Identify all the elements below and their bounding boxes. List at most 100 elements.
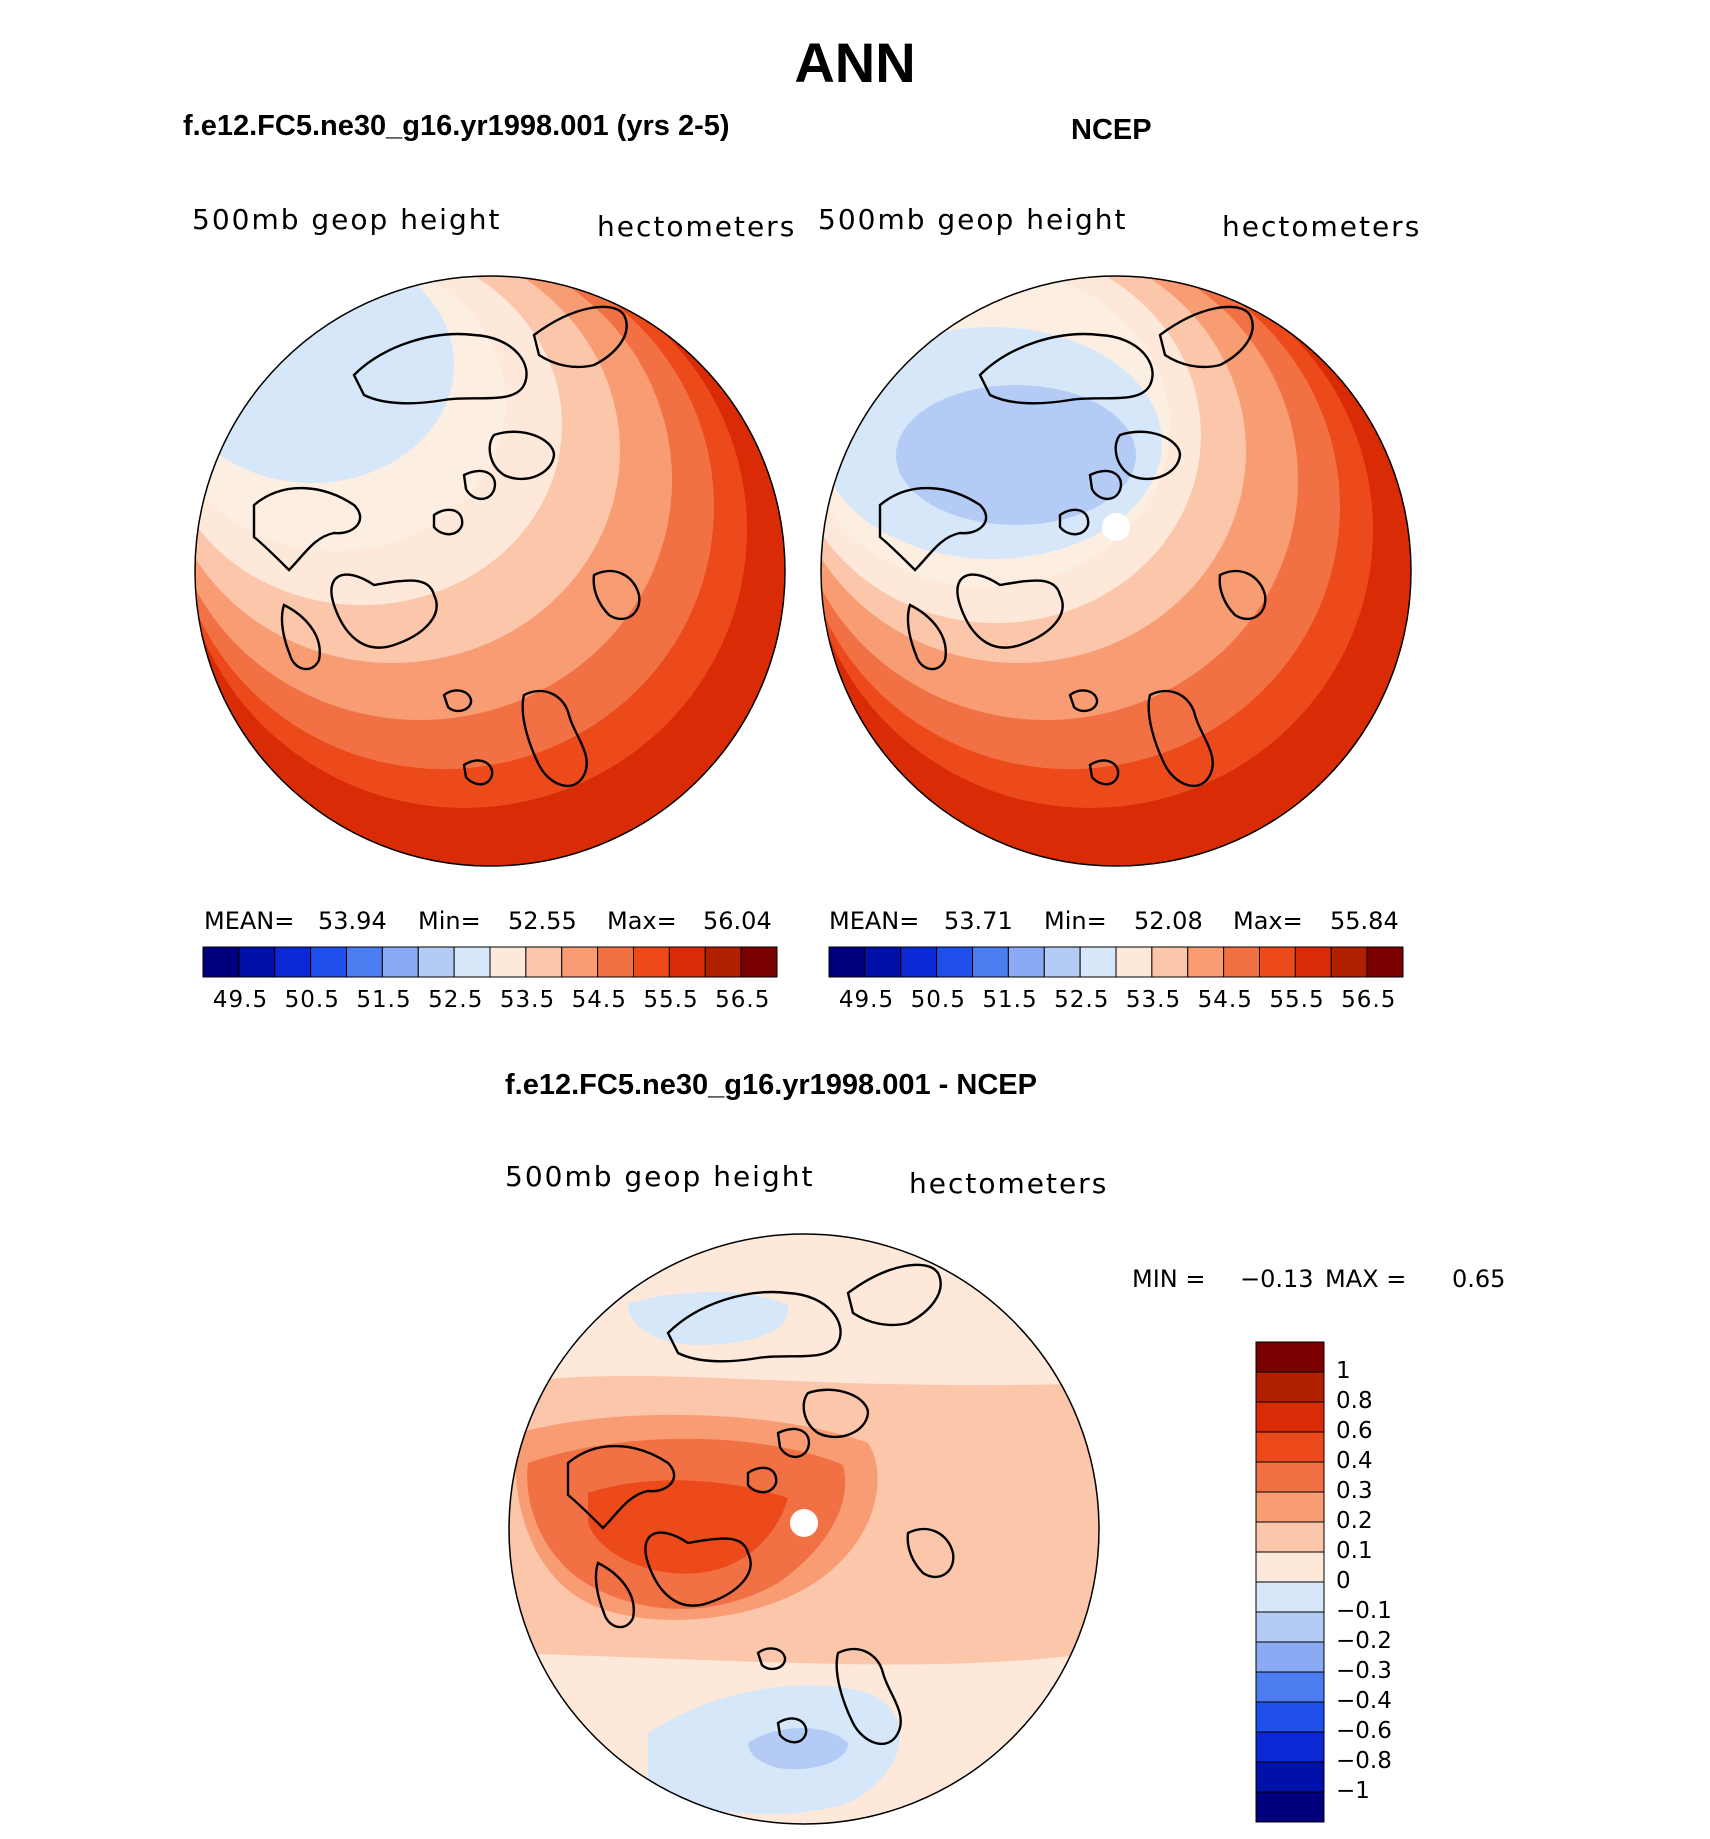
panel2-map-border <box>820 275 1412 867</box>
cbar1-swatch-12 <box>633 946 670 978</box>
cbar2-tick-label: 54.5 <box>1197 987 1253 1013</box>
cbar1-tick-label: 56.5 <box>715 987 771 1013</box>
cbar1-tick-label: 51.5 <box>356 987 412 1013</box>
cbar3-label: 0 <box>1336 1568 1351 1594</box>
panel1-coastline-6 <box>352 332 528 405</box>
cbar1-swatch-15 <box>740 946 778 978</box>
panel3-right-string: hectometers <box>909 1167 1109 1200</box>
panel1-colorbar <box>202 946 778 978</box>
panel3-coastline-0 <box>644 1531 752 1607</box>
cbar1-swatch-14 <box>704 946 742 978</box>
cbar1-swatch-6 <box>417 946 455 978</box>
cbar1-tick-label: 54.5 <box>571 987 627 1013</box>
cbar2-tick-label: 52.5 <box>1054 987 1110 1013</box>
panel3-band-0-6 <box>588 1480 788 1574</box>
cbar2-swatch-3 <box>936 946 973 978</box>
cbar2-swatch-10 <box>1187 946 1225 978</box>
panel3-coastline-2 <box>776 1427 811 1459</box>
cbar3-label: −0.3 <box>1336 1658 1392 1684</box>
panel3-map-border <box>508 1233 1100 1825</box>
cbar3-label: 1 <box>1336 1358 1351 1384</box>
panel2-contour-band-8 <box>896 385 1136 525</box>
panel1-coastline-2 <box>462 469 497 501</box>
cbar1-tick-label: 55.5 <box>643 987 699 1013</box>
panel2-mean-label: MEAN= <box>829 907 920 935</box>
panel3-max-value: 0.65 <box>1452 1265 1506 1293</box>
cbar2-tick-label: 51.5 <box>982 987 1038 1013</box>
panel2-mean-value: 53.71 <box>944 907 1013 935</box>
panel1-coastline-7 <box>532 305 628 369</box>
cbar2-swatch-4 <box>972 946 1009 978</box>
panel1-title: f.e12.FC5.ne30_g16.yr1998.001 (yrs 2-5) <box>183 110 730 142</box>
panel1-map-border <box>194 275 786 867</box>
cbar2-tick-label: 49.5 <box>838 987 895 1013</box>
panel2-coastline-1 <box>1058 508 1090 536</box>
panel2-coastline-3 <box>1114 430 1182 481</box>
cbar1-swatch-9 <box>525 946 563 978</box>
cbar1-swatch-1 <box>238 946 276 978</box>
cbar2-swatch-13 <box>1294 946 1332 978</box>
panel1-coastline-4 <box>252 486 362 572</box>
panel3-colorbar <box>1255 1341 1325 1823</box>
cbar3-swatch-1 <box>1255 1371 1325 1403</box>
panel2-max-label: Max= <box>1233 907 1303 935</box>
panel1-coastline-8 <box>592 569 641 621</box>
cbar2-swatch-6 <box>1043 946 1081 978</box>
cbar1-swatch-0 <box>202 946 240 978</box>
panel1-right-string: hectometers <box>597 210 797 243</box>
panel1-coastline-9 <box>521 689 588 787</box>
panel2-min-label: Min= <box>1044 907 1107 935</box>
panel3-coastline-9 <box>835 1647 902 1745</box>
panel3-coastline-8 <box>906 1527 955 1579</box>
cbar3-label: −1 <box>1336 1778 1370 1804</box>
panel2-coastline-6 <box>978 332 1154 405</box>
cbar3-label: 0.4 <box>1336 1448 1373 1474</box>
cbar1-swatch-13 <box>668 946 706 978</box>
cbar2-swatch-8 <box>1115 946 1153 978</box>
panel3-coastline-11 <box>776 1717 808 1744</box>
panel2-coastline-5 <box>906 603 947 671</box>
cbar2-swatch-14 <box>1330 946 1368 978</box>
panel2-coastline-11 <box>1088 759 1120 786</box>
cbar2-tick-label: 53.5 <box>1125 987 1182 1013</box>
cbar3-label: 0.2 <box>1336 1508 1373 1534</box>
cbar1-tick-label: 53.5 <box>499 987 556 1013</box>
panel3-missing-pole <box>790 1509 818 1537</box>
panel3-coastline-6 <box>666 1290 842 1363</box>
panel3-left-string: 500mb geop height <box>505 1160 815 1193</box>
cbar3-label: 0.6 <box>1336 1418 1373 1444</box>
cbar2-swatch-7 <box>1079 946 1117 978</box>
panel3-coastline-5 <box>594 1561 635 1629</box>
panel2-coastline-9 <box>1147 689 1214 787</box>
panel2-coastline-7 <box>1158 305 1254 369</box>
cbar3-label: −0.8 <box>1336 1748 1392 1774</box>
panel2-min-value: 52.08 <box>1134 907 1203 935</box>
cbar1-tick-label: 50.5 <box>284 987 340 1013</box>
panel1-coastline-1 <box>432 508 464 536</box>
cbar3-swatch-4 <box>1255 1461 1325 1493</box>
panel2-coastline-4 <box>878 486 988 572</box>
panel3-neg-band-south-core <box>748 1728 848 1770</box>
panel1-mean-label: MEAN= <box>204 907 295 935</box>
cbar3-label: 0.3 <box>1336 1478 1373 1504</box>
panel1-min-value: 52.55 <box>508 907 577 935</box>
panel1-contour-band-7 <box>195 276 454 483</box>
panel1-left-string: 500mb geop height <box>192 203 502 236</box>
cbar2-swatch-5 <box>1007 946 1045 978</box>
cbar3-label: −0.6 <box>1336 1718 1392 1744</box>
cbar1-swatch-10 <box>561 946 599 978</box>
cbar2-swatch-1 <box>864 946 902 978</box>
panel2-colorbar <box>828 946 1404 978</box>
panel2-title: NCEP <box>1071 114 1152 146</box>
cbar2-tick-label: 56.5 <box>1341 987 1397 1013</box>
cbar3-label: −0.4 <box>1336 1688 1392 1714</box>
cbar1-tick-label: 52.5 <box>428 987 484 1013</box>
panel1-max-label: Max= <box>607 907 677 935</box>
panel1-coastline-3 <box>488 430 556 481</box>
cbar3-swatch-12 <box>1255 1701 1325 1733</box>
panel2-missing-pole <box>1102 513 1130 541</box>
panel2-coastline-10 <box>1068 689 1099 713</box>
cbar1-swatch-7 <box>453 946 491 978</box>
cbar2-tick-label: 55.5 <box>1269 987 1325 1013</box>
cbar1-swatch-8 <box>489 946 527 978</box>
